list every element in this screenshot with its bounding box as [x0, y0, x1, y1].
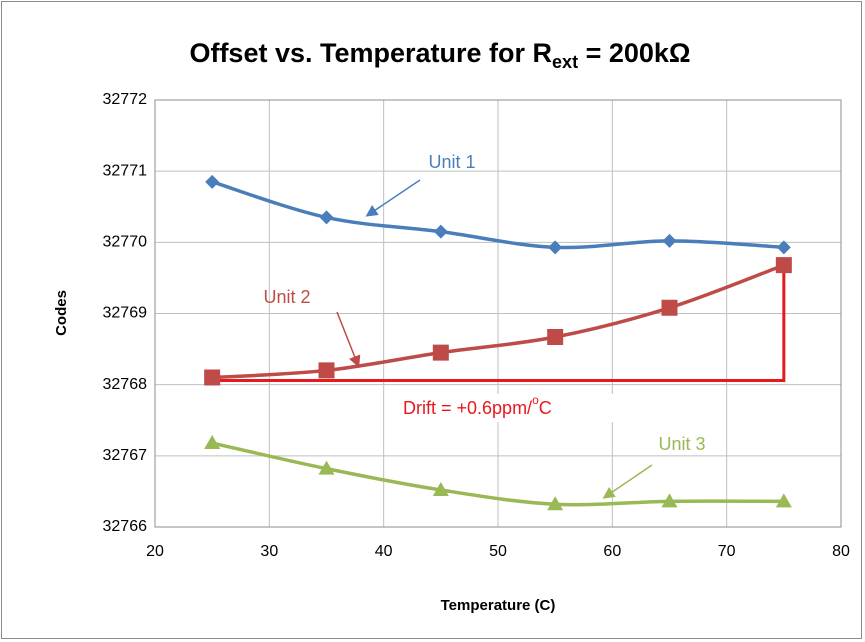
y-tick-label: 32770: [103, 234, 148, 251]
drift-annotation: Drift = +0.6ppm/oC: [403, 393, 552, 418]
x-tick-label: 70: [718, 543, 736, 560]
y-tick-label: 32771: [103, 162, 148, 179]
data-point: [662, 233, 677, 248]
data-point: [204, 369, 221, 386]
title-part: = 200kΩ: [578, 38, 690, 68]
x-axis-label: Temperature (C): [441, 597, 556, 614]
series-line: [212, 263, 785, 380]
annotation-part: Drift = +0.6ppm/: [403, 398, 532, 418]
data-point: [775, 493, 792, 508]
annotation-bg: [398, 394, 643, 422]
series-line: [211, 180, 784, 250]
data-point: [547, 496, 564, 511]
title-part: Offset vs. Temperature for R: [189, 38, 552, 68]
data-point: [433, 224, 448, 239]
x-tick-label: 30: [260, 543, 278, 560]
y-tick-label: 32766: [103, 518, 148, 535]
series-label: Unit 1: [428, 152, 475, 172]
x-tick-label: 20: [146, 543, 164, 560]
data-point: [432, 481, 449, 496]
data-point: [318, 460, 335, 475]
series-label: Unit 2: [263, 287, 310, 307]
y-tick-label: 32768: [103, 376, 148, 393]
plot-border: [154, 99, 842, 528]
series-line: [211, 441, 784, 507]
data-point: [547, 328, 564, 345]
label-arrow: [365, 179, 421, 217]
chart-title: Offset vs. Temperature for Rext = 200kΩ: [189, 38, 690, 72]
data-point: [432, 344, 449, 361]
data-point: [204, 435, 221, 450]
series-label: Unit 3: [658, 434, 705, 454]
data-point: [319, 210, 334, 225]
title-subscript: ext: [552, 52, 578, 72]
data-point: [775, 257, 792, 274]
data-point: [318, 362, 335, 379]
y-tick-label: 32767: [103, 447, 148, 464]
y-tick-label: 32772: [103, 91, 148, 108]
x-tick-label: 60: [603, 543, 621, 560]
data-point: [205, 174, 220, 189]
annotation-superscript: o: [532, 393, 539, 407]
data-point: [548, 240, 563, 255]
label-arrow: [336, 311, 361, 368]
y-axis-label: Codes: [53, 290, 70, 336]
x-tick-label: 40: [375, 543, 393, 560]
x-tick-label: 50: [489, 543, 507, 560]
data-point: [776, 240, 791, 255]
drift-line: [212, 265, 786, 383]
y-tick-label: 32769: [103, 305, 148, 322]
annotation-part: C: [539, 398, 552, 418]
x-tick-label: 80: [832, 543, 850, 560]
data-point: [661, 493, 678, 508]
data-point: [661, 299, 678, 316]
label-arrow: [602, 464, 653, 499]
